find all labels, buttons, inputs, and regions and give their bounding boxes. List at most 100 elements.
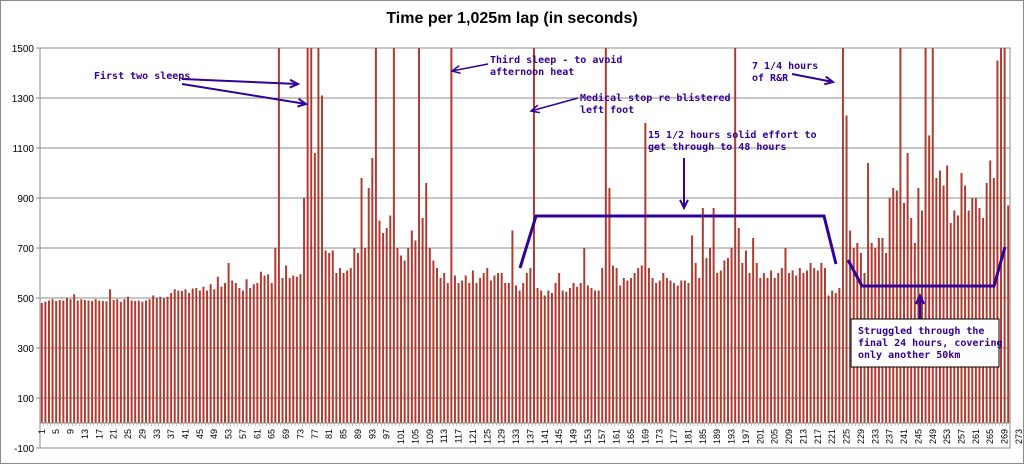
effort-bracket — [518, 214, 838, 269]
bar — [202, 286, 205, 423]
bar — [992, 178, 995, 423]
bar — [299, 274, 302, 423]
bar — [238, 288, 241, 423]
bar — [58, 300, 61, 423]
bar — [723, 260, 726, 423]
x-tick-label: 17 — [94, 429, 104, 439]
bar — [414, 240, 417, 423]
bar — [816, 270, 819, 423]
bar — [637, 268, 640, 423]
x-tick-label: 273 — [1014, 429, 1024, 444]
arrow-head — [914, 293, 926, 305]
x-tick-label: 225 — [842, 429, 852, 444]
bar — [845, 115, 848, 423]
bar — [130, 300, 133, 423]
x-tick-label: 1 — [37, 429, 47, 434]
bar — [1003, 48, 1006, 423]
x-tick-label: 137 — [525, 429, 535, 444]
y-tick-label: 100 — [17, 394, 34, 405]
bar — [328, 253, 331, 423]
bar — [76, 300, 79, 423]
bar — [335, 273, 338, 423]
y-tick-label: 900 — [17, 194, 34, 205]
bar — [367, 188, 370, 423]
bar — [791, 270, 794, 423]
bar — [806, 270, 809, 423]
bar — [112, 300, 115, 423]
bar — [382, 233, 385, 423]
bar — [802, 273, 805, 423]
bar — [173, 289, 176, 423]
bar — [356, 253, 359, 423]
bar — [141, 301, 144, 423]
bars — [40, 48, 1010, 423]
bar — [428, 248, 431, 423]
bar — [461, 280, 464, 423]
bar — [105, 301, 108, 423]
bar — [827, 295, 830, 423]
bar — [572, 283, 575, 423]
bar — [547, 290, 550, 423]
x-tick-label: 257 — [957, 429, 967, 444]
x-tick-label: 45 — [195, 429, 205, 439]
bar — [931, 48, 934, 423]
bar — [784, 248, 787, 423]
bar — [719, 270, 722, 423]
bar — [996, 60, 999, 423]
bar — [277, 48, 280, 423]
bar — [780, 268, 783, 423]
x-tick-label: 85 — [339, 429, 349, 439]
x-tick-label: 49 — [209, 429, 219, 439]
bar — [726, 258, 729, 423]
x-tick-label: 21 — [109, 429, 119, 439]
bar — [371, 158, 374, 423]
bar — [917, 188, 920, 423]
bar — [443, 273, 446, 423]
annotation-randr: 7 1/4 hours of R&R — [752, 61, 818, 84]
x-tick-label: 185 — [698, 429, 708, 444]
y-tick-label: 700 — [17, 244, 34, 255]
x-tick-label: 133 — [511, 429, 521, 444]
x-tick-label: 29 — [137, 429, 147, 439]
chart-title: Time per 1,025m lap (in seconds) — [386, 10, 638, 27]
bar — [532, 48, 535, 423]
bar — [288, 278, 291, 423]
bar — [554, 283, 557, 423]
bar — [418, 48, 421, 423]
bar — [324, 250, 327, 423]
x-tick-label: 249 — [928, 429, 938, 444]
x-tick-label: 121 — [468, 429, 478, 444]
bar — [403, 260, 406, 423]
x-tick-label: 53 — [224, 429, 234, 439]
bar — [691, 235, 694, 423]
bar — [525, 273, 528, 423]
bar — [493, 275, 496, 423]
bar — [338, 268, 341, 423]
bar — [342, 273, 345, 423]
bar — [737, 228, 740, 423]
bar — [561, 290, 564, 423]
bar — [80, 299, 83, 423]
bar — [267, 274, 270, 423]
x-tick-label: 57 — [238, 429, 248, 439]
bar — [464, 275, 467, 423]
bar — [468, 283, 471, 423]
bar — [259, 271, 262, 423]
x-tick-label: 89 — [353, 429, 363, 439]
bar — [565, 291, 568, 423]
bar — [303, 198, 306, 423]
annotation-third-sleep: Third sleep - to avoid afternoon heat — [490, 54, 622, 78]
bar — [101, 301, 104, 423]
bar — [1000, 48, 1003, 423]
x-tick-label: 61 — [252, 429, 262, 439]
bar — [755, 263, 758, 423]
x-tick-label: 205 — [770, 429, 780, 444]
bar — [665, 278, 668, 423]
x-tick-label: 261 — [971, 429, 981, 444]
bar — [274, 248, 277, 423]
bar — [978, 208, 981, 423]
x-tick-label: 25 — [123, 429, 133, 439]
struggle-note-box — [850, 318, 1000, 368]
bar — [180, 291, 183, 423]
x-tick-label: 169 — [640, 429, 650, 444]
